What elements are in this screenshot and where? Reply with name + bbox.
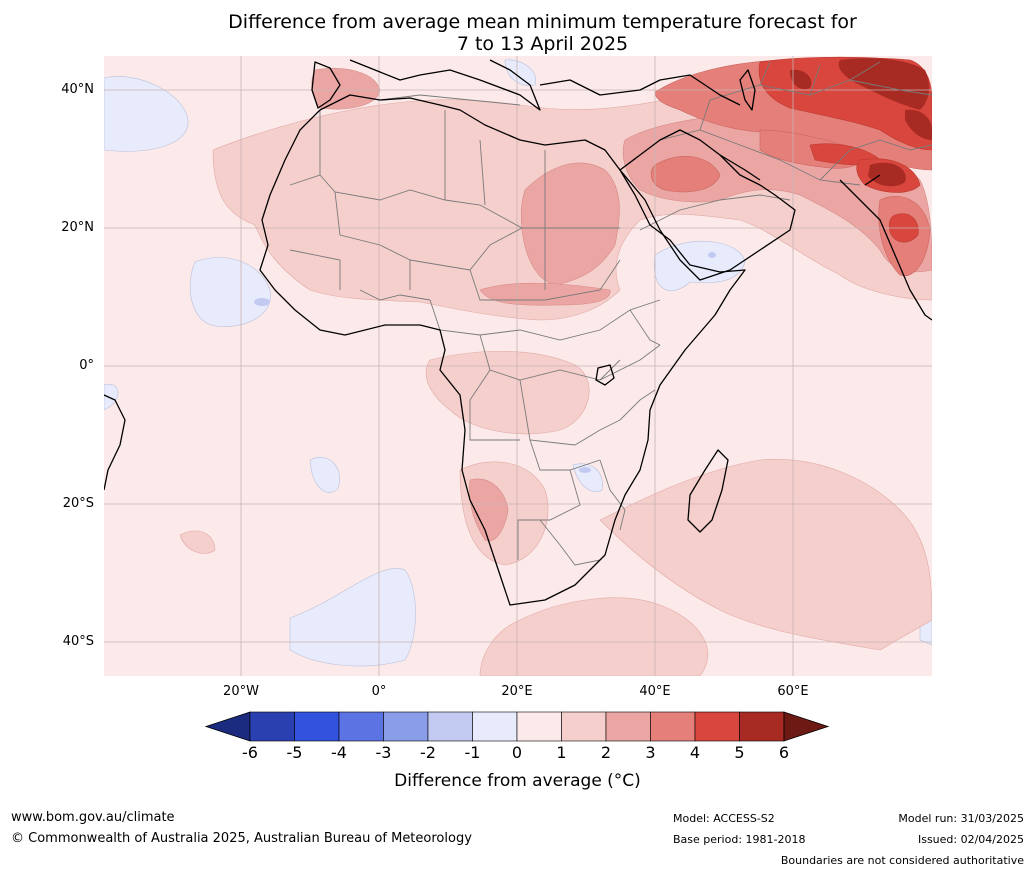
colorbar-tick: -4 [331,743,347,762]
country-boundaries [289,61,932,566]
colorbar-bin [694,711,740,742]
colorbar-tick: 3 [645,743,656,762]
footer-website: www.bom.gov.au/climate [11,810,175,825]
colorbar-tick: -5 [286,743,303,762]
cool-anomaly-core [254,252,716,473]
lon-label-60e: 60°E [777,684,809,699]
lat-label-20s: 20°S [62,496,94,511]
lon-label-0: 0° [371,684,387,699]
colorbar-tick: 4 [689,743,701,762]
lon-label-20w: 20°W [223,684,259,699]
coastlines [104,59,932,606]
colorbar-bin [294,711,340,742]
colorbar-bin [472,711,518,742]
colorbar-tick: -2 [420,743,436,762]
cool-anomaly-areas [104,59,932,667]
colorbar-bin [605,711,651,742]
graticule-lines [104,56,932,676]
colorbar-bin [249,711,295,742]
colorbar-bin [383,711,429,742]
colorbar-tick: 1 [556,743,567,762]
footer-base-period: Base period: 1981-2018 [673,833,806,846]
colorbar-bin [338,711,384,742]
footer-copyright: © Commonwealth of Australia 2025, Austra… [11,831,472,846]
lat-label-20n: 20°N [61,220,94,235]
colorbar-tick: 5 [734,743,745,762]
colorbar-tick: -1 [464,743,481,762]
lon-label-40e: 40°E [639,684,671,699]
colorbar-bin [739,711,785,742]
map-title-line-1: Difference from average mean minimum tem… [228,11,857,33]
lat-label-40n: 40°N [61,82,94,97]
colorbar-label: Difference from average (°C) [394,771,641,791]
colorbar-tick: -6 [242,743,258,762]
colorbar-tick: -3 [375,743,392,762]
colorbar-bin [561,711,607,742]
colorbar-tick: 2 [600,743,612,762]
colorbar-arrow-high [783,711,830,742]
lat-label-0: 0° [79,358,94,373]
footer-disclaimer: Boundaries are not considered authoritat… [780,854,1024,867]
colorbar-tick: 0 [511,743,523,762]
colorbar-bin [650,711,696,742]
map-title-line-2: 7 to 13 April 2025 [456,33,629,55]
warm-anomaly-5-6 [790,58,932,187]
colorbar-bin [516,711,562,742]
lat-label-40s: 40°S [62,634,94,649]
colorbar-bin [427,711,473,742]
colorbar-tick: 6 [778,743,790,762]
footer-model-run: Model run: 31/03/2025 [898,812,1024,825]
colorbar-arrow-low [204,711,251,742]
lon-label-20e: 20°E [501,684,533,699]
colorbar [204,711,830,742]
footer-issued: Issued: 02/04/2025 [917,833,1024,846]
footer-model: Model: ACCESS-S2 [673,812,775,825]
